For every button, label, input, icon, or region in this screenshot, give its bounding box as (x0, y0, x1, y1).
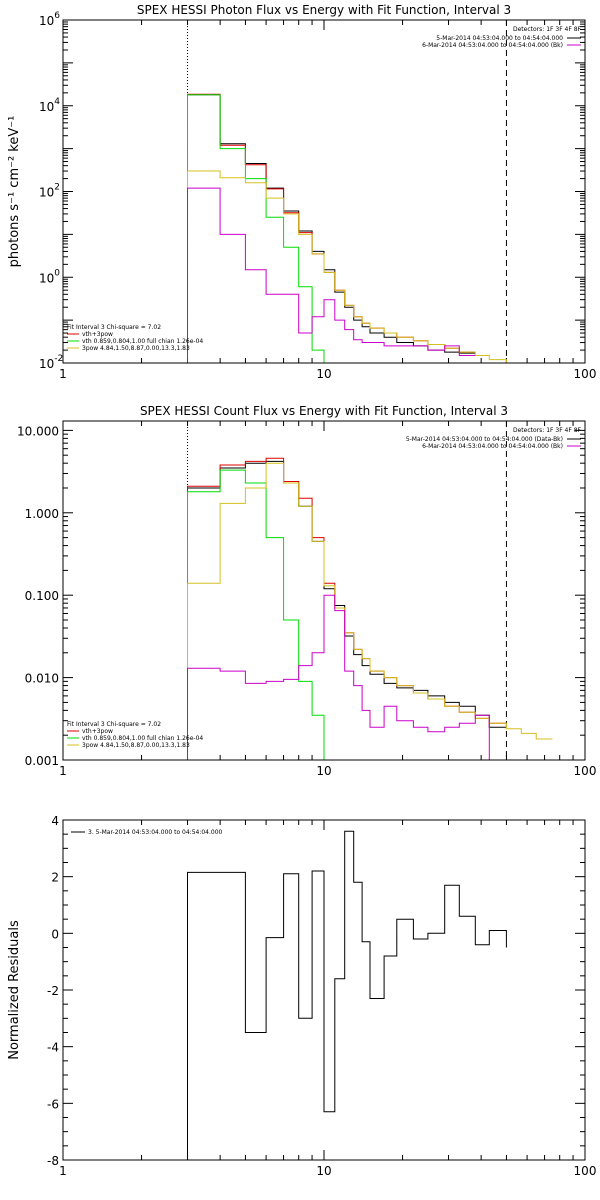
photon-flux-chart: SPEX HESSI Photon Flux vs Energy with Fi… (7, 3, 596, 381)
count-flux-chart: SPEX HESSI Count Flux vs Energy with Fit… (17, 404, 596, 778)
y-tick-label: 0.100 (25, 589, 59, 603)
x-tick-label: 100 (574, 1164, 597, 1178)
series-group (187, 93, 567, 363)
y-tick-label: 10-2 (39, 354, 63, 371)
y-tick-label: 1.000 (25, 507, 59, 521)
legend-label: 6-Mar-2014 04:53:04.000 to 04:54:04.000 … (422, 42, 563, 49)
y-tick-base: 10 (39, 271, 54, 285)
x-tick-label: 10 (316, 764, 331, 778)
y-tick-base: 10 (39, 186, 54, 200)
legend-label: 3. 5-Mar-2014 04:53:04.000 to 04:54:04.0… (88, 829, 223, 836)
x-tick-label: 100 (574, 764, 597, 778)
series-group (187, 830, 507, 1160)
x-tick-label: 1 (59, 367, 67, 381)
plot-frame (62, 19, 586, 364)
y-tick-label: 100 (39, 268, 60, 285)
legend-label: 3pow 4.84,1.50,8.87,0.00,13.3,1.83 (82, 742, 190, 749)
plot-frame (62, 819, 586, 1161)
fit-label: Fit Interval 3 Chi-square = 7.02 (67, 721, 161, 728)
detectors-label: Detectors: 1F 3F 4F 8F (513, 26, 582, 33)
y-tick-base: 10 (39, 14, 54, 28)
y-tick-label: -4 (47, 1041, 59, 1055)
x-tick-label: 1 (59, 764, 67, 778)
y-tick-exponent: -2 (54, 354, 63, 364)
series-line-data (187, 94, 476, 363)
y-tick-exponent: 4 (54, 97, 60, 107)
y-tick-label: 104 (39, 97, 60, 114)
detectors-label: Detectors: 1F 3F 4F 8F (513, 427, 582, 434)
y-tick-exponent: 6 (54, 11, 60, 21)
series-line-background (187, 187, 476, 363)
x-tick-label: 100 (574, 367, 597, 381)
series-line-vth (187, 94, 335, 363)
y-tick-label: 102 (39, 183, 60, 200)
legend-label: 3pow 4.84,1.50,8.87,0.00,13.3,1.83 (82, 345, 190, 352)
series-group (187, 457, 553, 760)
y-tick-exponent: 2 (54, 183, 60, 193)
legend-label: vth+3pow (82, 728, 113, 735)
x-tick-label: 10 (316, 367, 331, 381)
legend-label: 5-Mar-2014 04:53:04.000 to 04:54:04.000 … (406, 436, 563, 443)
y-tick-label: 4 (51, 814, 59, 828)
y-tick-label: 10.000 (17, 424, 59, 438)
y-tick-base: 10 (39, 357, 54, 371)
legend-label: vth+3pow (82, 331, 113, 338)
chart-title: SPEX HESSI Count Flux vs Energy with Fit… (140, 404, 508, 418)
legend-label: vth 0.859,0.804,1.00 full chian 1.26e-04 (82, 338, 203, 345)
series-line-background (187, 594, 507, 760)
fit-label: Fit Interval 3 Chi-square = 7.02 (67, 324, 161, 331)
x-tick-label: 10 (316, 1164, 331, 1178)
y-tick-label: 2 (51, 871, 59, 885)
legend-label: 5-Mar-2014 04:53:04.000 to 04:54:04.000 (436, 35, 563, 42)
y-tick-label: 0.001 (25, 754, 59, 768)
plot-frame (62, 420, 586, 761)
y-tick-label: -2 (47, 984, 59, 998)
legend-label: 6-Mar-2014 04:53:04.000 to 04:54:04.000 … (422, 443, 563, 450)
y-tick-label: 106 (39, 11, 60, 28)
y-axis-label: photons s⁻¹ cm⁻² keV⁻¹ (7, 116, 22, 268)
y-tick-label: 0.010 (25, 672, 59, 686)
y-tick-label: 0 (51, 927, 59, 941)
y-tick-label: -6 (47, 1097, 59, 1111)
residuals-chart: 1 10 100 -8 -6 -4 -2 0 2 4 Normalized Residuals 3. … (7, 814, 596, 1178)
x-tick-label: 1 (59, 1164, 67, 1178)
y-tick-label: -8 (47, 1154, 59, 1168)
y-tick-exponent: 0 (54, 268, 60, 278)
series-line-data (187, 460, 507, 760)
y-tick-base: 10 (39, 100, 54, 114)
series-line-vth+3pow (187, 93, 476, 363)
chart-title: SPEX HESSI Photon Flux vs Energy with Fi… (137, 3, 511, 17)
legend-label: vth 0.859,0.804,1.00 full chian 1.26e-04 (82, 735, 203, 742)
y-axis-label: Normalized Residuals (7, 920, 22, 1060)
series-line-3pow (187, 170, 567, 363)
series-line-vth (187, 469, 335, 760)
series-line-residuals (187, 830, 507, 1160)
